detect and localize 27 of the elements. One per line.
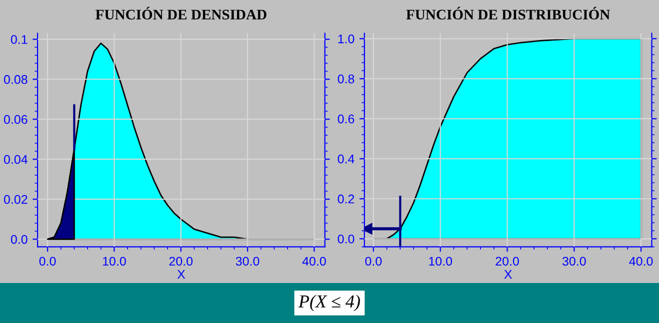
y-tick-label: 0.1: [10, 35, 28, 44]
y-tick-label: 0.0: [10, 234, 28, 244]
x-tick-label: 40.0: [629, 256, 653, 266]
y-tick-label: 0.02: [4, 194, 28, 204]
y-tick-label: 0.0: [338, 234, 354, 244]
x-tick-label: 0.0: [365, 256, 382, 266]
chart-title: FUNCIÓN DE DENSIDAD: [96, 6, 266, 20]
x-tick-label: 0.0: [39, 256, 56, 266]
x-tick-label: 30.0: [562, 256, 586, 266]
text: P(X ≤ 4): [298, 294, 360, 312]
y-tick-label: 0.6: [338, 114, 354, 124]
y-tick-label: 0.08: [4, 75, 28, 84]
y-tick-label: 0.2: [338, 194, 354, 204]
y-tick-label: 0.4: [338, 154, 354, 164]
x-tick-label: 40.0: [302, 256, 326, 266]
x-tick-label: 20.0: [169, 256, 193, 266]
x-tick-label: 10.0: [429, 256, 452, 266]
chart-title: FUNCIÓN DE DISTRIBUCIÓN: [406, 6, 610, 20]
x-axis-title: X: [177, 270, 186, 279]
y-tick-label: 0.06: [4, 115, 28, 124]
y-tick-label: 0.04: [4, 155, 28, 164]
y-tick-label: 1.0: [338, 34, 354, 44]
x-tick-label: 10.0: [103, 256, 126, 266]
y-tick-label: 0.8: [338, 74, 354, 84]
x-axis-title: X: [504, 270, 512, 279]
x-tick-label: 30.0: [236, 256, 260, 266]
x-tick-label: 20.0: [496, 256, 519, 266]
